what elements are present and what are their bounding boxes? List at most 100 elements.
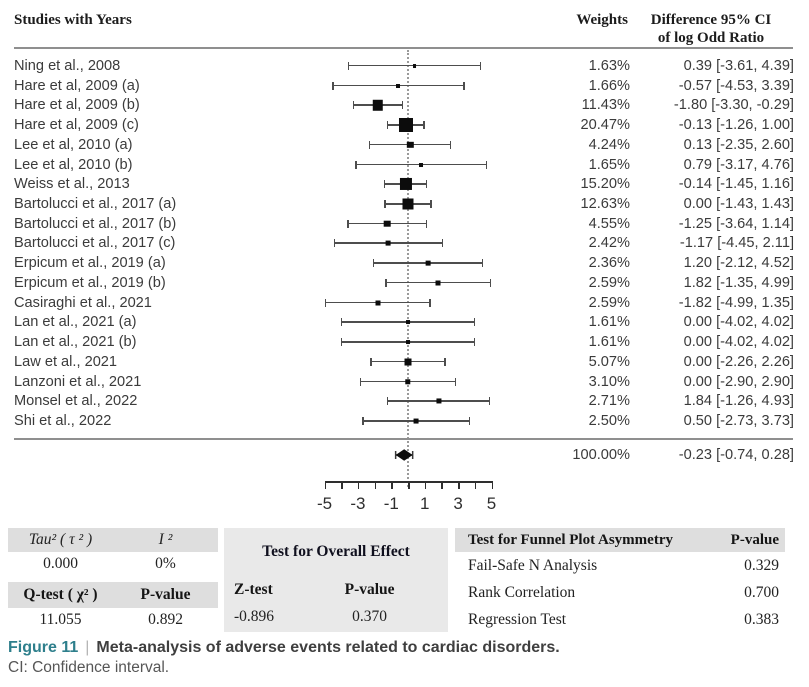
effect-square bbox=[436, 398, 442, 404]
study-row: Hare et al, 2009 (b) 11.43% -1.80 [-3.30, … bbox=[0, 95, 802, 115]
study-weight: 1.61% bbox=[588, 314, 630, 331]
study-label: Ning et al., 2008 bbox=[14, 57, 121, 74]
study-label: Hare et al, 2009 (a) bbox=[14, 77, 140, 94]
ci-cap-left bbox=[340, 318, 343, 327]
funnel-row: Fail-Safe N Analysis 0.329 bbox=[455, 552, 785, 579]
tau2-value: 0.000 bbox=[43, 555, 78, 572]
study-label: Lanzoni et al., 2021 bbox=[14, 373, 142, 390]
qtest-value: 11.055 bbox=[39, 611, 82, 628]
qtest-header-row: Q-test ( χ² ) P-value bbox=[8, 582, 218, 608]
x-axis-tick bbox=[424, 481, 427, 489]
x-axis-tick-label: -1 bbox=[383, 494, 399, 513]
funnel-test-pvalue: 0.700 bbox=[744, 583, 779, 601]
study-row: Lee et al, 2010 (a) 4.24% 0.13 [-2.35, 2.6… bbox=[0, 135, 802, 155]
study-label: Shi et al., 2022 bbox=[14, 413, 112, 430]
funnel-test-name: Regression Test bbox=[468, 610, 567, 628]
x-axis-tick bbox=[458, 481, 460, 489]
study-weight: 4.55% bbox=[588, 215, 630, 232]
study-ci: 0.00 [-2.26, 2.26] bbox=[683, 353, 794, 370]
overall-effect-title: Test for Overall Effect bbox=[262, 543, 410, 560]
effect-square bbox=[406, 320, 410, 325]
study-weight: 2.59% bbox=[588, 294, 630, 311]
study-label: Hare et al, 2009 (c) bbox=[14, 117, 139, 134]
heterogeneity-value-row: 0.000 0% bbox=[8, 552, 218, 576]
funnel-rows: Fail-Safe N Analysis 0.329 Rank Correlatio… bbox=[455, 552, 785, 633]
studies-column-header: Studies with Years bbox=[14, 12, 132, 28]
study-row: Bartolucci et al., 2017 (a) 12.63% 0.00 [-… bbox=[0, 194, 802, 214]
study-weight: 5.07% bbox=[588, 353, 630, 370]
x-axis-tick bbox=[408, 481, 410, 489]
study-label: Erpicum et al., 2019 (b) bbox=[14, 274, 166, 291]
tau2-label: Tau² ( τ ² ) bbox=[28, 531, 93, 548]
study-weight: 15.20% bbox=[580, 176, 631, 193]
effect-square bbox=[386, 241, 391, 246]
study-ci: 0.00 [-4.02, 4.02] bbox=[683, 314, 794, 331]
funnel-title: Test for Funnel Plot Asymmetry bbox=[468, 531, 673, 548]
study-plot-cell bbox=[295, 352, 550, 372]
ci-cap-left bbox=[372, 259, 375, 268]
ci-cap-left bbox=[359, 377, 362, 386]
x-axis-tick-label: 5 bbox=[486, 494, 497, 513]
study-ci: 0.13 [-2.35, 2.60] bbox=[683, 136, 794, 153]
caption-title: Meta-analysis of adverse events related … bbox=[96, 639, 560, 656]
overall-pvalue-label: P-value bbox=[344, 581, 395, 598]
study-plot-cell bbox=[295, 174, 550, 194]
study-weight: 2.59% bbox=[588, 274, 630, 291]
study-ci: 0.00 [-1.43, 1.43] bbox=[683, 196, 794, 212]
effect-square bbox=[405, 378, 411, 385]
study-row: Erpicum et al., 2019 (a) 2.36% 1.20 [-2.12… bbox=[0, 253, 802, 273]
study-weight: 4.24% bbox=[588, 136, 630, 153]
study-label: Weiss et al., 2013 bbox=[14, 176, 130, 193]
study-row: Bartolucci et al., 2017 (c) 2.42% -1.17 [-… bbox=[0, 234, 802, 254]
x-axis-tick-label: 3 bbox=[453, 494, 463, 513]
study-ci: -0.57 [-4.53, 3.39] bbox=[678, 77, 794, 94]
study-ci: 0.39 [-3.61, 4.39] bbox=[683, 57, 794, 74]
qtest-value-row: 11.055 0.892 bbox=[8, 608, 218, 632]
difference-column-header: Difference 95% CI of log Odd Ratio bbox=[630, 11, 792, 47]
study-ci: -1.80 [-3.30, -0.29] bbox=[673, 97, 794, 114]
qtest-label: Q-test ( χ² ) bbox=[23, 586, 98, 603]
study-label: Lee et al, 2010 (b) bbox=[14, 156, 133, 173]
study-plot-cell bbox=[295, 273, 550, 293]
caption-separator: | bbox=[85, 639, 90, 656]
effect-square bbox=[435, 280, 441, 286]
study-plot-cell bbox=[295, 391, 550, 411]
ci-cap-left bbox=[383, 180, 386, 189]
study-weight: 12.63% bbox=[580, 196, 631, 212]
study-weight: 2.36% bbox=[588, 255, 630, 272]
study-weight: 1.65% bbox=[588, 156, 630, 173]
funnel-header-row: Test for Funnel Plot Asymmetry P-value bbox=[455, 528, 785, 552]
summary-row: 100.00% -0.23 [-0.74, 0.28] bbox=[0, 444, 802, 466]
funnel-test-pvalue: 0.383 bbox=[744, 610, 779, 628]
ci-cap-right bbox=[481, 259, 484, 268]
study-plot-cell bbox=[295, 372, 550, 392]
difference-header-line2: of log Odd Ratio bbox=[657, 30, 765, 46]
funnel-test-name: Fail-Safe N Analysis bbox=[468, 556, 598, 574]
heterogeneity-table: Tau² ( τ ² ) I ² 0.000 0% Q-test ( χ² ) … bbox=[8, 528, 218, 632]
study-weight: 3.10% bbox=[588, 373, 630, 390]
summary-weight: 100.00% bbox=[572, 447, 630, 463]
x-axis-tick bbox=[341, 481, 343, 489]
i2-label: I ² bbox=[158, 531, 173, 548]
study-row: Hare et al, 2009 (c) 20.47% -0.13 [-1.26, … bbox=[0, 115, 802, 135]
figure-number: Figure 11 bbox=[8, 639, 79, 656]
effect-square bbox=[399, 178, 412, 191]
study-row: Hare et al, 2009 (a) 1.66% -0.57 [-4.53, 3… bbox=[0, 76, 802, 96]
funnel-test-pvalue: 0.329 bbox=[744, 556, 779, 574]
zero-reference-line bbox=[407, 50, 409, 487]
study-weight: 2.71% bbox=[588, 393, 630, 410]
study-weight: 11.43% bbox=[581, 97, 630, 114]
study-plot-cell bbox=[295, 115, 550, 135]
study-plot-cell bbox=[295, 293, 550, 313]
ci-cap-right bbox=[468, 417, 471, 426]
ci-cap-right bbox=[485, 160, 488, 169]
study-plot-cell bbox=[295, 411, 550, 431]
study-weight: 1.66% bbox=[588, 77, 630, 94]
ci-cap-right bbox=[430, 200, 432, 208]
ci-cap-right bbox=[441, 239, 444, 248]
x-axis-tick bbox=[474, 481, 477, 489]
ci-cap-left bbox=[347, 219, 349, 228]
study-row: Lan et al., 2021 (b) 1.61% 0.00 [-4.02, 4.… bbox=[0, 332, 802, 352]
heterogeneity-header-row: Tau² ( τ ² ) I ² bbox=[8, 528, 218, 552]
qtest-pvalue-label: P-value bbox=[140, 586, 191, 603]
